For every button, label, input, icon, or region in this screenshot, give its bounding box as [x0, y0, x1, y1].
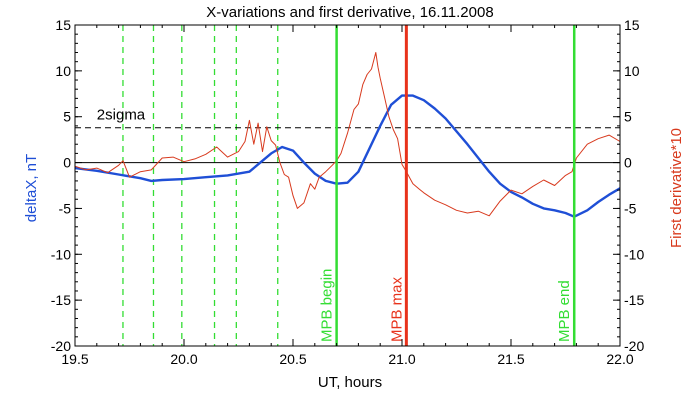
chart-title: X-variations and first derivative, 16.11… — [206, 4, 493, 21]
y-tick-label-right-4: 0 — [624, 155, 632, 171]
y-axis-label-right: First derivative*10 — [668, 128, 685, 248]
marker-label-0: MPB begin — [319, 269, 336, 342]
x-axis-label: UT, hours — [318, 374, 382, 391]
y-tick-label-right-2: -10 — [624, 246, 644, 262]
plot-frame — [74, 24, 621, 347]
marker-label-2: MPB end — [556, 280, 573, 342]
y-tick-label-right-5: 5 — [624, 109, 632, 125]
y-tick-label-left-0: -20 — [51, 338, 71, 354]
series-line-derivative — [74, 52, 621, 217]
x-tick-label-5: 22.0 — [606, 351, 633, 367]
reference-label-0: 2sigma — [97, 107, 146, 124]
x-tick-label-0: 19.5 — [61, 351, 88, 367]
x-tick-label-1: 20.0 — [170, 351, 197, 367]
y-tick-label-right-6: 10 — [624, 63, 640, 79]
y-tick-label-left-6: 10 — [55, 63, 71, 79]
axes: 19.5 20.0 20.5 21.0 21.5 22.0-20 -20-15 -15-10-… — [51, 17, 645, 367]
series-line-deltaX — [74, 94, 621, 218]
y-tick-label-left-5: 5 — [63, 109, 71, 125]
y-axis-label-left: deltaX, nT — [23, 154, 40, 222]
y-tick-label-left-7: 15 — [55, 17, 71, 33]
marker-label-1: MPB max — [388, 276, 405, 342]
y-tick-label-left-3: -5 — [59, 200, 72, 216]
y-tick-label-right-7: 15 — [624, 17, 640, 33]
x-tick-label-2: 20.5 — [279, 351, 306, 367]
y-tick-label-left-4: 0 — [63, 155, 71, 171]
x-tick-label-4: 21.5 — [497, 351, 524, 367]
y-tick-label-right-1: -15 — [624, 292, 644, 308]
x-tick-label-3: 21.0 — [388, 351, 415, 367]
y-tick-label-right-3: -5 — [624, 200, 637, 216]
y-tick-label-left-1: -15 — [51, 292, 71, 308]
y-tick-label-left-2: -10 — [51, 246, 71, 262]
y-tick-label-right-0: -20 — [624, 338, 644, 354]
plot-area: 2sigma MPB begin MPB max MPB end — [74, 25, 621, 346]
